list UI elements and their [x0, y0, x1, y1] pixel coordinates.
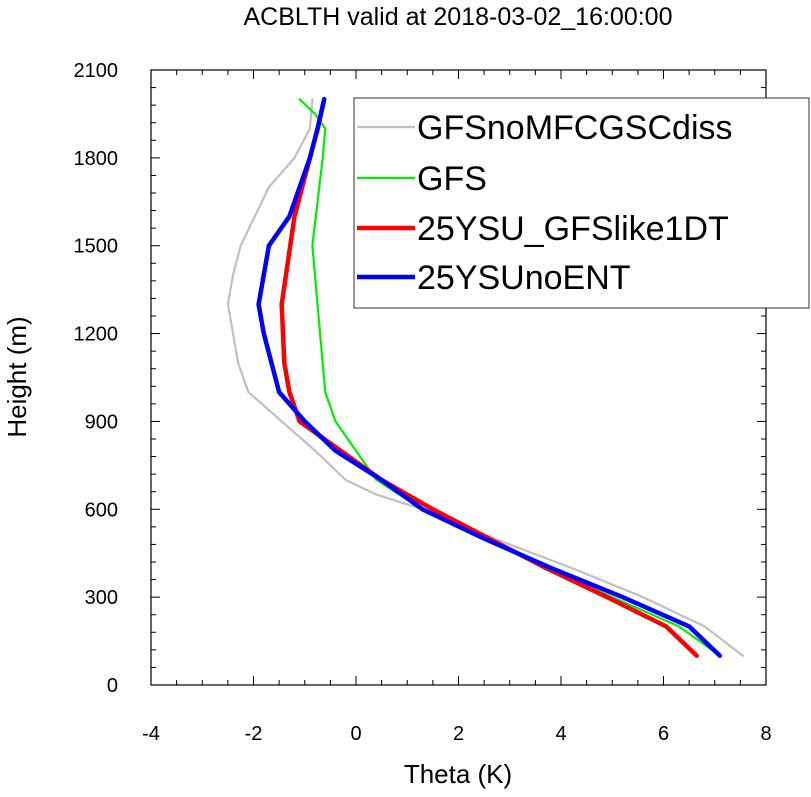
y-tick-label: 2100: [74, 60, 119, 82]
x-tick-label: 6: [658, 723, 669, 745]
x-tick-label: -4: [142, 723, 160, 745]
y-tick-label: 600: [85, 499, 118, 521]
legend-label-4: 25YSUnoENT: [417, 259, 631, 297]
y-tick-label: 1200: [74, 324, 119, 346]
legend-label-3: 25YSU_GFSlike1DT: [417, 210, 729, 248]
series-lines: [226, 97, 745, 658]
x-tick-label: 0: [350, 723, 361, 745]
x-tick-label: 8: [760, 723, 771, 745]
y-tick-label: 1800: [74, 148, 119, 170]
legend-box: [353, 97, 810, 309]
y-axis-label: Height (m): [2, 316, 32, 437]
legend: GFSnoMFCGSCdiss GFS 25YSU_GFSlike1DT 25YSUn…: [353, 97, 810, 309]
y-tick-label: 900: [85, 411, 118, 433]
legend-label-1: GFSnoMFCGSCdiss: [417, 109, 733, 147]
x-tick-label: 4: [555, 723, 566, 745]
x-tick-label: -2: [245, 723, 263, 745]
x-axis-label: Theta (K): [404, 759, 512, 789]
y-tick-label: 1500: [74, 236, 119, 258]
series-line-1: [226, 98, 745, 657]
x-tick-labels: -4 -2 0 2 4 6 8: [142, 723, 771, 745]
y-tick-label: 300: [85, 587, 118, 609]
y-tick-label: 0: [107, 675, 118, 697]
legend-label-2: GFS: [417, 160, 487, 198]
chart-title: ACBLTH valid at 2018-03-02_16:00:00: [244, 3, 673, 31]
x-tick-label: 2: [453, 723, 464, 745]
y-tick-labels: 0 300 600 900 1200 1500 1800 2100: [74, 60, 119, 697]
series-line-4: [256, 97, 723, 658]
